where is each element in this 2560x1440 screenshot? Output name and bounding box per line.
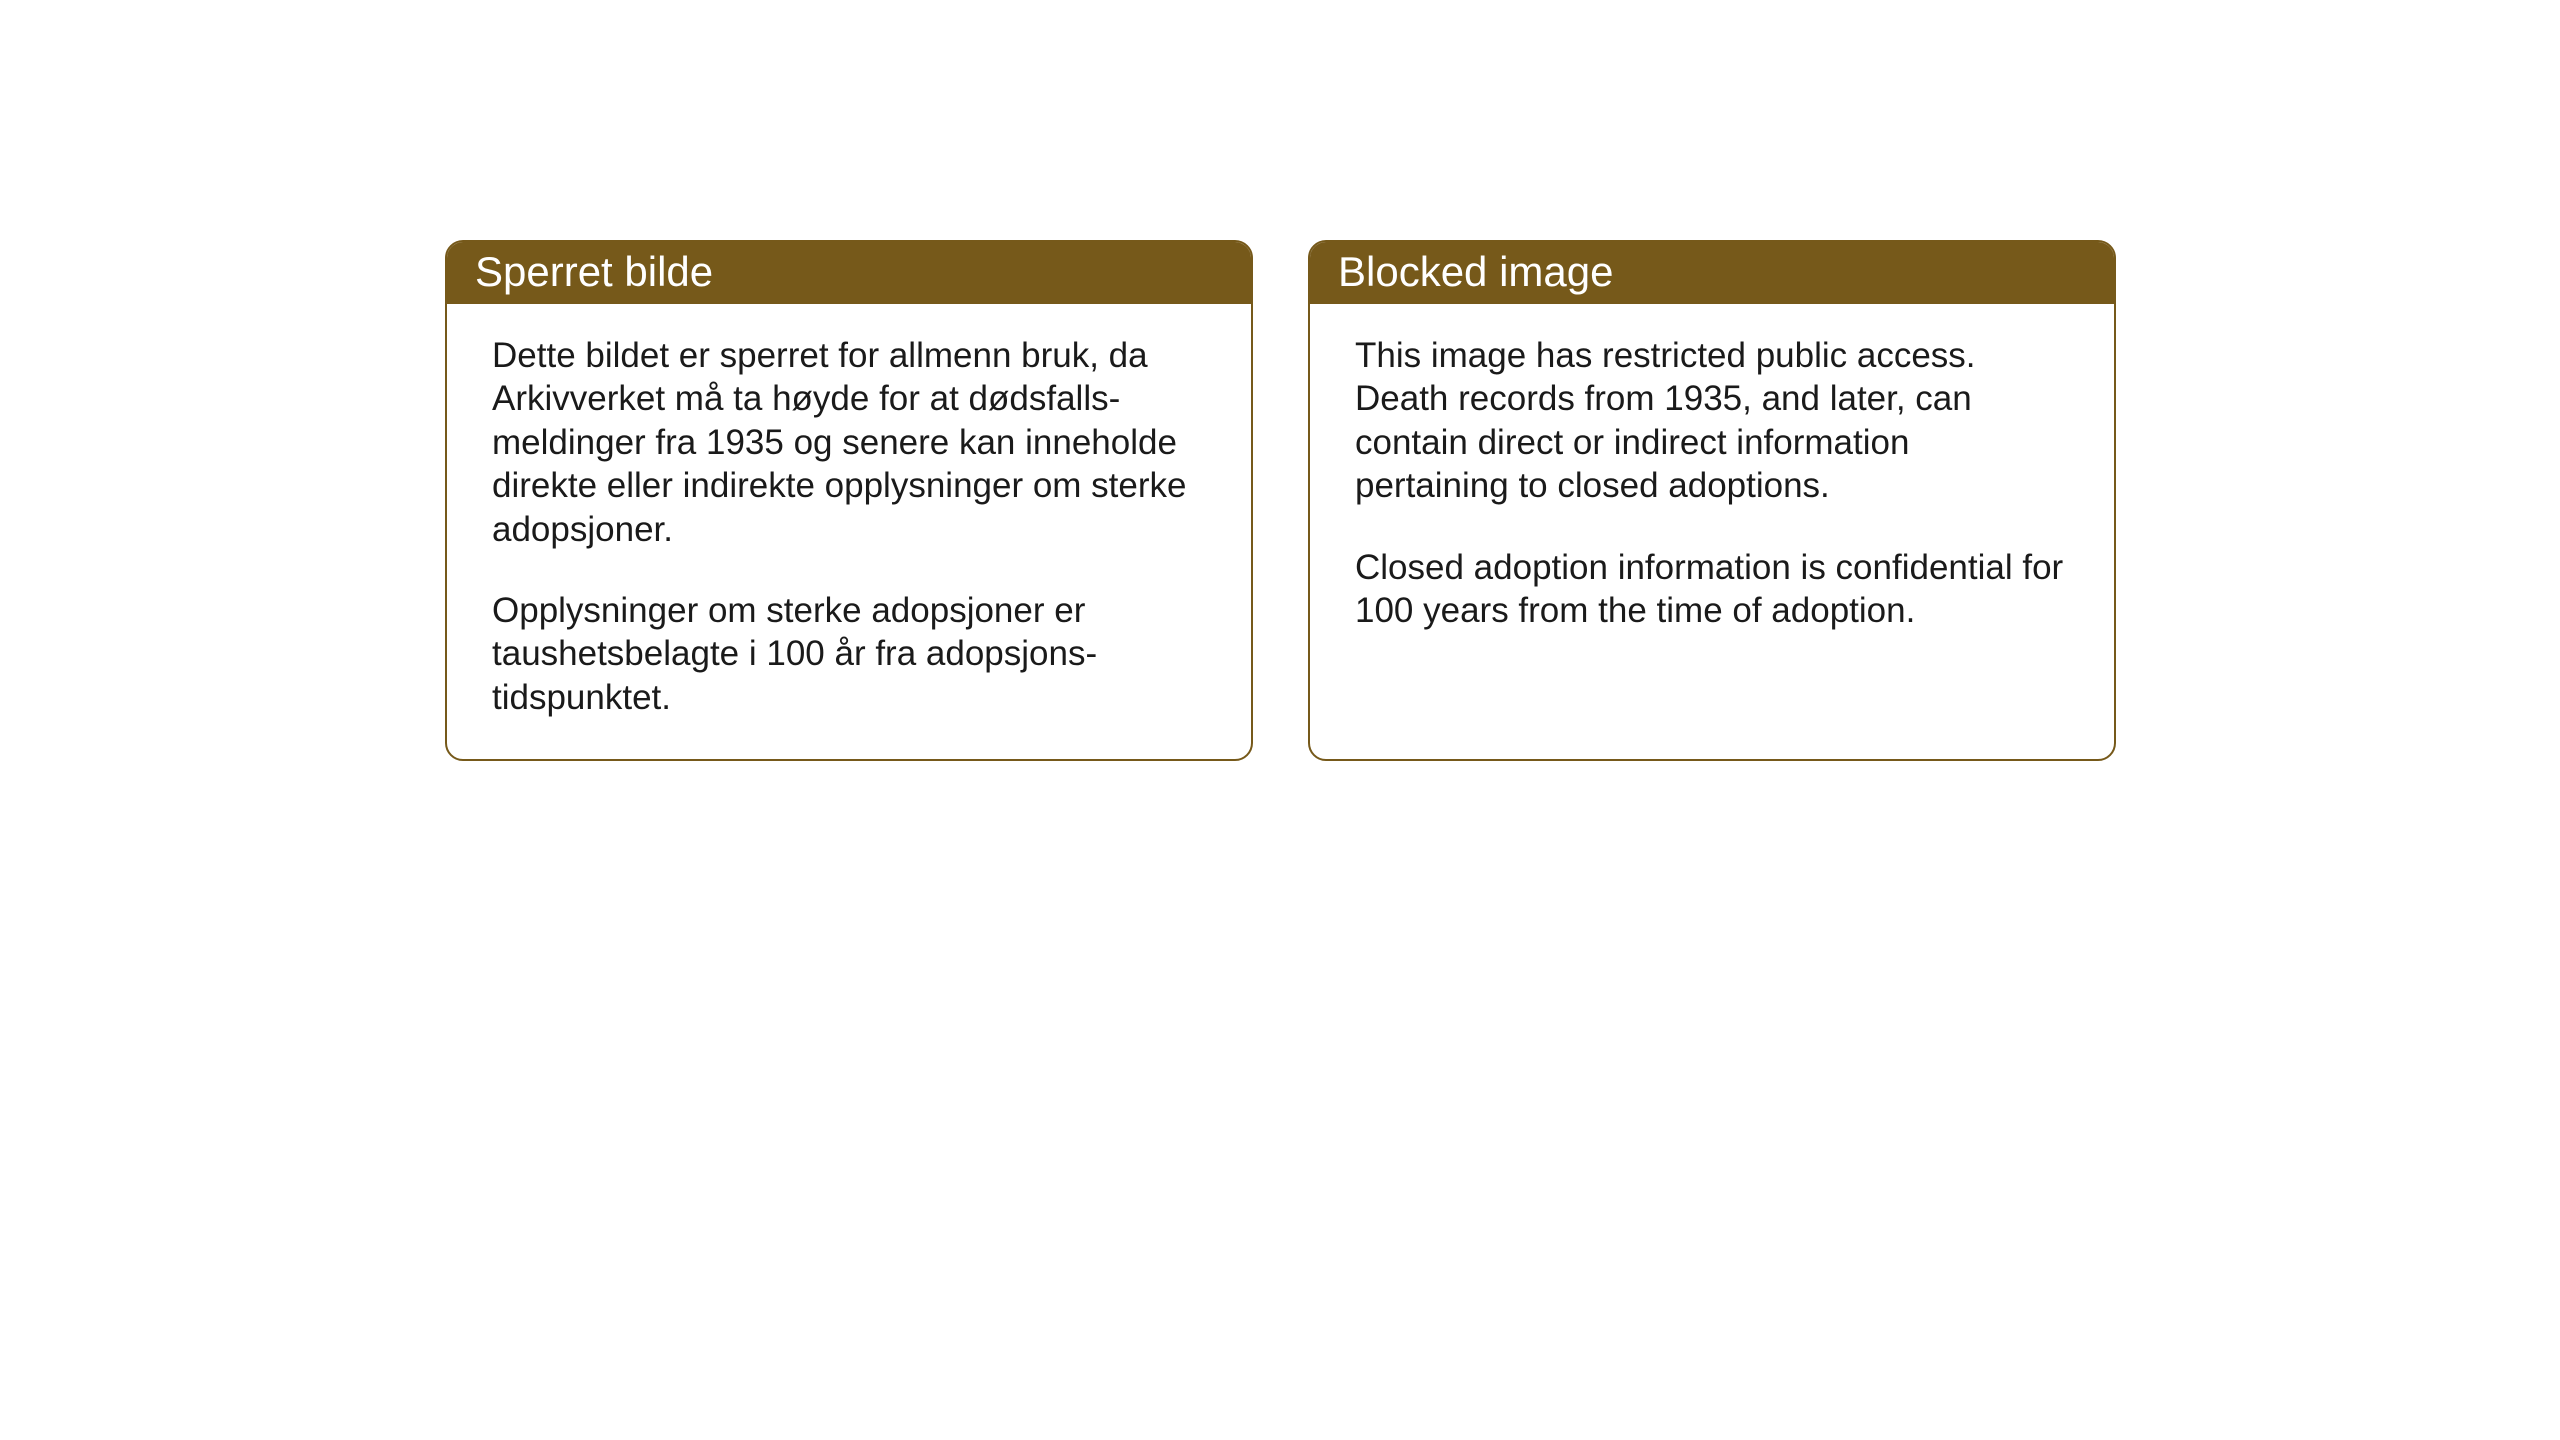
notice-paragraph-2-norwegian: Opplysninger om sterke adopsjoner er tau… [492, 589, 1206, 719]
notice-paragraph-2-english: Closed adoption information is confident… [1355, 546, 2069, 633]
card-body-norwegian: Dette bildet er sperret for allmenn bruk… [447, 304, 1251, 759]
blocked-image-card-norwegian: Sperret bilde Dette bildet er sperret fo… [445, 240, 1253, 761]
card-header-english: Blocked image [1310, 242, 2114, 304]
card-header-norwegian: Sperret bilde [447, 242, 1251, 304]
notice-cards-container: Sperret bilde Dette bildet er sperret fo… [445, 240, 2116, 761]
notice-paragraph-1-english: This image has restricted public access.… [1355, 334, 2069, 508]
card-body-english: This image has restricted public access.… [1310, 304, 2114, 672]
notice-paragraph-1-norwegian: Dette bildet er sperret for allmenn bruk… [492, 334, 1206, 551]
blocked-image-card-english: Blocked image This image has restricted … [1308, 240, 2116, 761]
